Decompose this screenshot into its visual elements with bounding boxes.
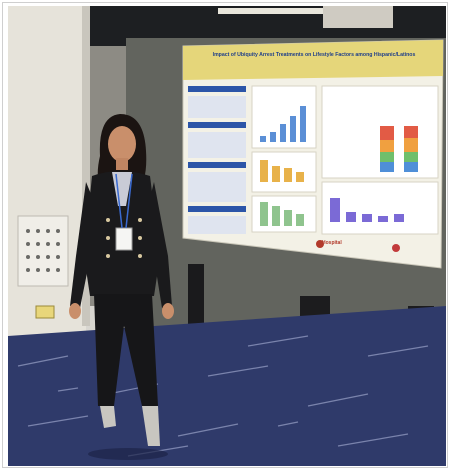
poster-text-block (188, 216, 246, 234)
person-face (108, 126, 136, 162)
poster-bars-orange (260, 160, 304, 182)
wall-outlet (35, 305, 55, 319)
ceiling-fixture (323, 6, 393, 28)
poster-bars-blue (260, 106, 306, 142)
poster-section-bar (188, 206, 246, 212)
person-neck (116, 158, 128, 170)
poster-section-bar (188, 122, 246, 128)
poster-logo-mark (316, 240, 324, 248)
wall-panel (17, 215, 69, 287)
person-left-hand (69, 303, 81, 319)
person-right-shoe (142, 406, 160, 446)
poster-logo-text: Hospital (322, 240, 342, 246)
person-shadow (88, 448, 168, 460)
person-badge (115, 227, 133, 251)
person-left-shoe (100, 406, 116, 428)
poster-stacked-bars (380, 126, 418, 172)
poster-text-block (188, 132, 246, 158)
poster-bars-purple (330, 198, 404, 222)
person-left-arm (70, 182, 96, 308)
poster-bars-green (260, 202, 304, 226)
poster-title: Impact of Ubiquity Arrest Treatments on … (212, 52, 416, 58)
wall-panel-holes (26, 229, 60, 272)
poster-text-block (188, 172, 246, 202)
poster-section-bar (188, 162, 246, 168)
poster-text-block (188, 96, 246, 118)
person-pants (94, 294, 158, 406)
person-right-arm (148, 182, 172, 308)
poster-section-bar (188, 86, 246, 92)
ceiling-light (218, 8, 328, 14)
person-lanyard (115, 173, 123, 229)
poster-header (183, 40, 443, 80)
poster-logo-mark-2 (392, 244, 400, 252)
photo-scene (8, 6, 446, 466)
person-jacket-buttons (106, 218, 142, 258)
poster-chart-panel (321, 181, 439, 235)
wall-pillar (82, 6, 90, 326)
photo: Impact of Ubiquity Arrest Treatments on … (8, 6, 446, 466)
background-person-legs (188, 264, 204, 324)
person-right-hand (162, 303, 174, 319)
